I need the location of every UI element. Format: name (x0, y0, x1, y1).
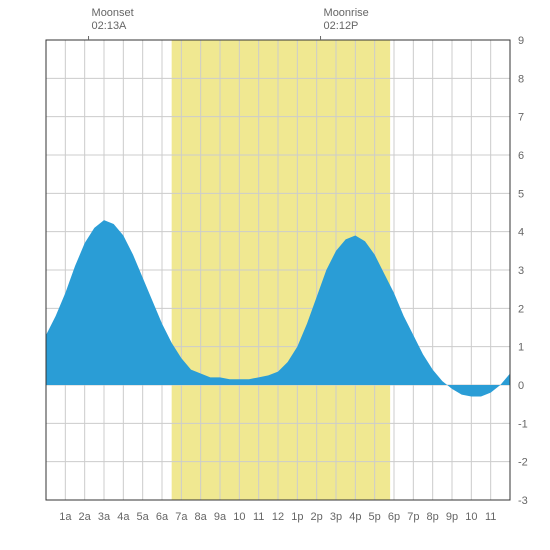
x-tick-label: 11 (253, 511, 264, 523)
x-tick-label: 7p (407, 511, 419, 523)
y-tick-label: -1 (518, 418, 528, 430)
x-tick-label: 9a (214, 511, 227, 523)
x-tick-label: 4p (349, 511, 361, 523)
y-tick-label: 9 (518, 35, 524, 47)
y-tick-label: 5 (518, 188, 524, 200)
y-tick-label: 4 (518, 227, 524, 239)
x-tick-label: 9p (446, 511, 458, 523)
y-tick-label: 7 (518, 112, 524, 124)
x-tick-label: 12 (272, 511, 284, 523)
x-tick-label: 4a (117, 511, 130, 523)
x-tick-label: 2a (79, 511, 92, 523)
y-tick-label: 6 (518, 150, 524, 162)
moonset-title: Moonset (92, 7, 134, 19)
x-tick-label: 3a (98, 511, 111, 523)
x-tick-label: 1a (59, 511, 72, 523)
y-tick-label: -2 (518, 457, 528, 469)
y-tick-label: 8 (518, 73, 524, 85)
y-tick-label: 0 (518, 380, 524, 392)
chart-svg: Moonset02:13AMoonrise02:12P-3-2-10123456… (0, 0, 550, 550)
y-tick-label: 2 (518, 303, 524, 315)
x-tick-label: 5a (137, 511, 150, 523)
x-tick-label: 5p (369, 511, 381, 523)
y-tick-label: -3 (518, 495, 528, 507)
x-tick-label: 6p (388, 511, 400, 523)
x-tick-label: 10 (465, 511, 477, 523)
x-tick-label: 8p (427, 511, 439, 523)
x-tick-label: 2p (311, 511, 323, 523)
x-tick-label: 3p (330, 511, 342, 523)
x-tick-label: 7a (175, 511, 188, 523)
x-tick-label: 11 (485, 511, 496, 523)
moonrise-time: 02:12P (324, 20, 359, 32)
moonrise-title: Moonrise (324, 7, 369, 19)
tide-chart: Moonset02:13AMoonrise02:12P-3-2-10123456… (0, 0, 550, 550)
y-tick-label: 3 (518, 265, 524, 277)
x-tick-label: 8a (195, 511, 208, 523)
x-tick-label: 6a (156, 511, 169, 523)
moonset-time: 02:13A (92, 20, 128, 32)
x-tick-label: 10 (233, 511, 245, 523)
y-tick-label: 1 (518, 342, 524, 354)
x-tick-label: 1p (291, 511, 303, 523)
